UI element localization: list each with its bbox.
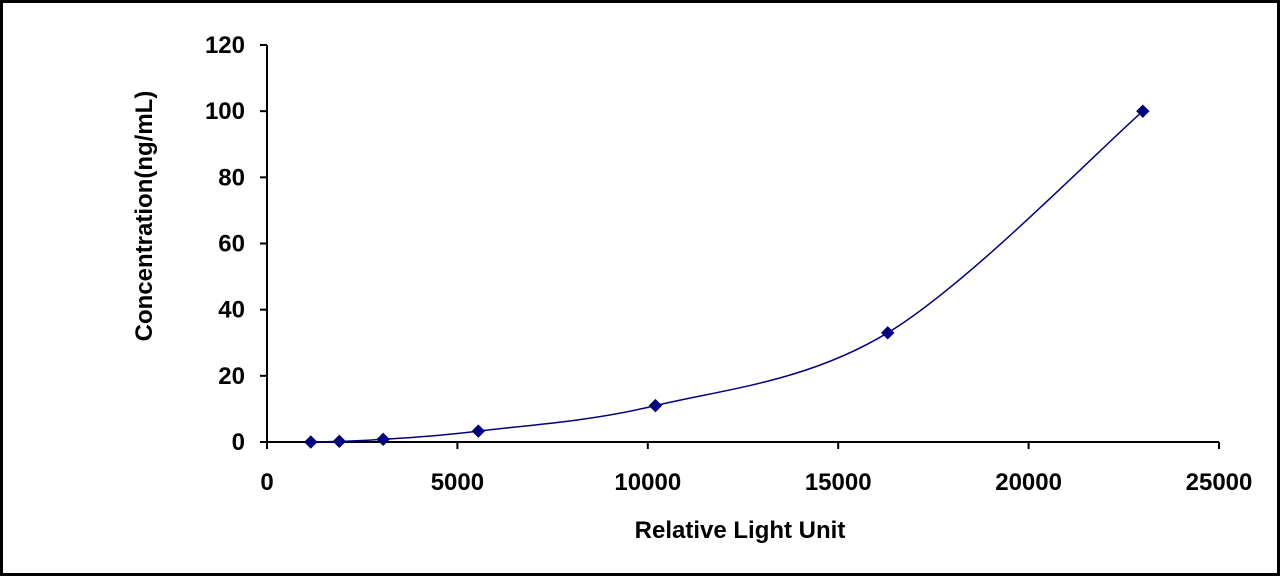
x-tick-label: 15000 [805, 469, 872, 496]
x-axis-title: Relative Light Unit [635, 517, 846, 544]
data-points [304, 104, 1150, 449]
x-tick-label: 0 [260, 469, 273, 496]
y-tick-label: 20 [218, 363, 245, 390]
x-tick-label: 5000 [431, 469, 484, 496]
data-point-marker [304, 435, 318, 449]
y-tick-label: 120 [205, 32, 245, 59]
y-axis-title: Concentration(ng/mL) [131, 91, 158, 342]
data-point-marker [880, 326, 895, 340]
data-point-marker [332, 434, 347, 449]
tick-labels: 0 20 40 60 80 100 120 0 5000 10000 15000 20000 25000 [205, 32, 1252, 496]
fit-curve [310, 110, 1144, 443]
axes [266, 45, 1219, 443]
data-point-marker [376, 432, 390, 447]
x-tick-label: 25000 [1186, 469, 1253, 496]
x-tick-label: 10000 [614, 469, 681, 496]
y-tick-label: 60 [218, 231, 245, 258]
fit-curve-line [310, 110, 1144, 443]
data-point-marker [648, 398, 663, 413]
x-tick-label: 20000 [995, 469, 1062, 496]
y-tick-label: 80 [218, 164, 245, 191]
y-tick-label: 40 [218, 297, 245, 324]
y-tick-label: 0 [232, 429, 245, 456]
data-point-marker [471, 424, 486, 438]
y-tick-label: 100 [205, 98, 245, 125]
data-point-marker [1136, 104, 1150, 118]
tick-marks [260, 44, 1220, 449]
